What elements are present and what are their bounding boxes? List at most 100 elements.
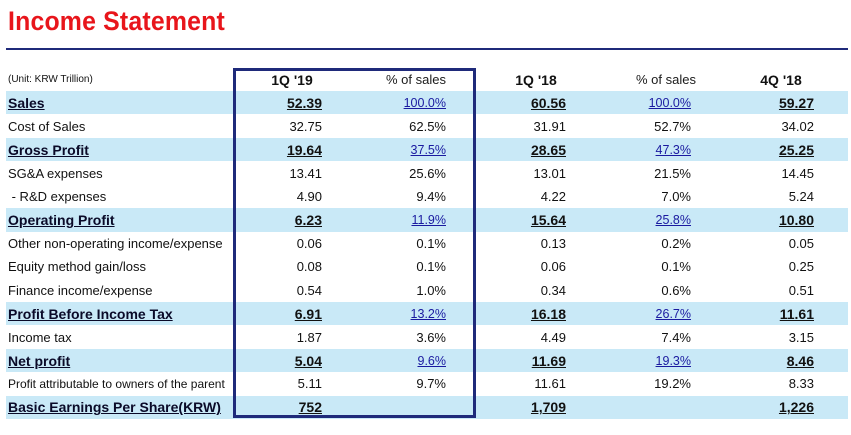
value-1q18: 0.34 (540, 282, 566, 298)
value-pct2: 7.4% (661, 329, 691, 345)
row-label: Profit attributable to owners of the par… (8, 376, 225, 391)
value-pct1: 62.5% (409, 118, 446, 134)
value-1q19: 0.06 (296, 235, 322, 251)
value-1q18: 28.65 (530, 141, 566, 158)
value-1q18: 11.69 (531, 352, 566, 369)
value-pct1: 0.1% (416, 235, 446, 251)
value-pct2: 47.3% (655, 142, 691, 157)
value-4q18: 8.46 (786, 352, 814, 369)
header-1q18: 1Q '18 (515, 71, 557, 88)
table-row: Profit attributable to owners of the par… (6, 372, 848, 395)
row-label: Equity method gain/loss (8, 259, 147, 275)
value-1q19: 6.91 (294, 305, 322, 322)
table-row: Basic Earnings Per Share(KRW) 752 1,709 … (6, 395, 848, 420)
table-row: Finance income/expense 0.54 1.0% 0.34 0.… (6, 279, 848, 302)
value-1q19: 32.75 (289, 118, 322, 134)
value-1q19: 0.08 (296, 259, 322, 275)
value-1q18: 11.61 (534, 376, 566, 392)
table-row: Income tax 1.87 3.6% 4.49 7.4% 3.15 (6, 325, 848, 348)
table-row: Cost of Sales 32.75 62.5% 31.91 52.7% 34… (6, 114, 848, 137)
value-1q19: 52.39 (286, 94, 322, 111)
value-pct2: 7.0% (661, 188, 691, 204)
value-pct1: 11.9% (411, 212, 446, 227)
value-1q19: 6.23 (294, 211, 322, 228)
value-pct1: 37.5% (410, 142, 446, 157)
value-4q18: 0.25 (788, 259, 814, 275)
value-4q18: 5.24 (788, 188, 814, 204)
value-pct2: 0.1% (661, 259, 691, 275)
value-4q18: 14.45 (781, 165, 814, 181)
row-label: Net profit (8, 352, 71, 369)
value-1q19: 4.90 (296, 188, 322, 204)
page-title: Income Statement (8, 6, 225, 36)
table-row: Net profit 5.04 9.6% 11.69 19.3% 8.46 (6, 348, 848, 373)
value-4q18: 0.05 (788, 235, 814, 251)
table-header-row: (Unit: KRW Trillion) 1Q '19 % of sales 1… (6, 68, 848, 91)
value-1q18: 13.01 (533, 165, 566, 181)
value-1q19: 752 (298, 399, 322, 416)
value-pct1 (346, 396, 446, 419)
value-1q18: 4.49 (540, 329, 566, 345)
value-4q18: 8.33 (788, 376, 814, 392)
value-pct1: 0.1% (416, 259, 446, 275)
value-pct2: 19.2% (654, 376, 691, 392)
value-4q18: 3.15 (788, 329, 814, 345)
value-pct1: 9.4% (416, 188, 446, 204)
value-1q19: 13.41 (289, 165, 322, 181)
value-1q19: 0.54 (296, 282, 322, 298)
row-label: Operating Profit (8, 211, 115, 228)
header-pct-sales-2: % of sales (636, 72, 696, 87)
header-pct-sales-1: % of sales (386, 72, 446, 87)
value-4q18: 11.61 (779, 305, 814, 322)
row-label: Income tax (8, 329, 72, 345)
value-pct2: 100.0% (648, 95, 691, 110)
row-label: Cost of Sales (8, 118, 86, 134)
table-row: Sales 52.39 100.0% 60.56 100.0% 59.27 (6, 91, 848, 115)
value-1q19: 19.64 (286, 141, 322, 158)
value-4q18: 25.25 (778, 141, 814, 158)
value-1q18: 0.06 (540, 259, 566, 275)
value-1q18: 16.18 (530, 305, 566, 322)
value-4q18: 1,226 (778, 399, 814, 416)
value-pct2: 25.8% (655, 212, 691, 227)
row-label: Profit Before Income Tax (8, 305, 173, 322)
header-1q19: 1Q '19 (271, 71, 313, 88)
row-label: Finance income/expense (8, 282, 153, 298)
value-pct2: 19.3% (655, 353, 691, 368)
income-statement-table: (Unit: KRW Trillion) 1Q '19 % of sales 1… (6, 68, 848, 420)
value-1q18: 60.56 (530, 94, 566, 111)
value-pct1: 9.7% (416, 376, 446, 392)
value-pct2: 0.2% (661, 235, 691, 251)
value-pct1: 9.6% (417, 353, 447, 368)
value-pct2: 26.7% (655, 306, 691, 321)
value-4q18: 0.51 (788, 282, 814, 298)
table-row: Gross Profit 19.64 37.5% 28.65 47.3% 25.… (6, 137, 848, 162)
value-1q18: 0.13 (540, 235, 566, 251)
value-pct1: 1.0% (416, 282, 446, 298)
value-4q18: 59.27 (778, 94, 814, 111)
value-1q18: 15.64 (530, 211, 566, 228)
value-pct1: 100.0% (403, 95, 446, 110)
row-label: - R&D expenses (8, 188, 107, 204)
table-row: Other non-operating income/expense 0.06 … (6, 232, 848, 255)
value-1q19: 5.11 (297, 376, 322, 392)
value-1q18: 4.22 (540, 188, 566, 204)
row-label: Sales (8, 94, 45, 111)
row-label: Other non-operating income/expense (8, 235, 223, 251)
table-row: - R&D expenses 4.90 9.4% 4.22 7.0% 5.24 (6, 185, 848, 208)
value-pct1: 25.6% (409, 165, 446, 181)
unit-label: (Unit: KRW Trillion) (8, 74, 93, 85)
table-row: Profit Before Income Tax 6.91 13.2% 16.1… (6, 301, 848, 326)
title-divider (6, 48, 848, 50)
value-pct1: 3.6% (416, 329, 446, 345)
value-1q18: 31.91 (533, 118, 566, 134)
value-1q19: 5.04 (294, 352, 322, 369)
value-4q18: 34.02 (781, 118, 814, 134)
value-4q18: 10.80 (778, 211, 814, 228)
value-1q19: 1.87 (296, 329, 322, 345)
value-pct2 (591, 396, 691, 419)
table-row: SG&A expenses 13.41 25.6% 13.01 21.5% 14… (6, 161, 848, 184)
header-4q18: 4Q '18 (760, 71, 802, 88)
value-pct2: 21.5% (654, 165, 691, 181)
value-pct2: 52.7% (654, 118, 691, 134)
